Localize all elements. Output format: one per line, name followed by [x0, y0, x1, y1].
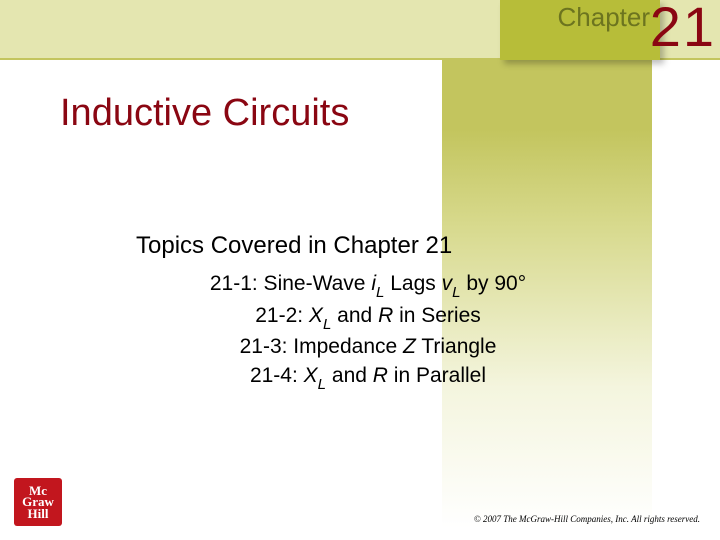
- topic-3-suffix: Triangle: [416, 335, 497, 358]
- subtitle: Topics Covered in Chapter 21: [136, 232, 452, 260]
- topic-1-mid: Lags: [384, 272, 441, 295]
- topic-2-suffix: in Series: [393, 304, 481, 327]
- topic-1-suffix: by 90°: [461, 272, 527, 295]
- topic-1-sub2: L: [452, 284, 460, 301]
- copyright: © 2007 The McGraw-Hill Companies, Inc. A…: [474, 514, 700, 524]
- topic-4-r: R: [373, 364, 388, 387]
- topic-2-r: R: [378, 304, 393, 327]
- topic-4-mid: and: [326, 364, 373, 387]
- chapter-number: 21: [650, 0, 716, 59]
- topic-4-sub: L: [318, 376, 326, 393]
- chapter-label: Chapter: [558, 2, 651, 33]
- topic-2: 21-2: XL and R in Series: [148, 302, 588, 334]
- topic-2-prefix: 21-2:: [255, 304, 309, 327]
- topic-2-x: X: [309, 304, 323, 327]
- topic-1-prefix: 21-1: Sine-Wave: [210, 272, 371, 295]
- mcgraw-hill-logo: Mc Graw Hill: [14, 478, 62, 526]
- topic-1-sub1: L: [376, 284, 384, 301]
- logo-line-3: Hill: [28, 508, 49, 519]
- slide: Chapter 21 Inductive Circuits Topics Cov…: [0, 0, 720, 540]
- topic-3-prefix: 21-3: Impedance: [240, 335, 403, 358]
- topic-4-x: X: [304, 364, 318, 387]
- topic-3-z: Z: [403, 335, 416, 358]
- topic-4-suffix: in Parallel: [388, 364, 486, 387]
- topic-2-sub: L: [323, 316, 331, 333]
- topic-1-v: v: [442, 272, 453, 295]
- topic-1: 21-1: Sine-Wave iL Lags vL by 90°: [148, 270, 588, 302]
- topic-3: 21-3: Impedance Z Triangle: [148, 333, 588, 361]
- topics-list: 21-1: Sine-Wave iL Lags vL by 90° 21-2: …: [148, 270, 588, 393]
- topic-4-prefix: 21-4:: [250, 364, 304, 387]
- topic-4: 21-4: XL and R in Parallel: [148, 362, 588, 394]
- slide-title: Inductive Circuits: [60, 92, 349, 135]
- topic-2-mid: and: [331, 304, 378, 327]
